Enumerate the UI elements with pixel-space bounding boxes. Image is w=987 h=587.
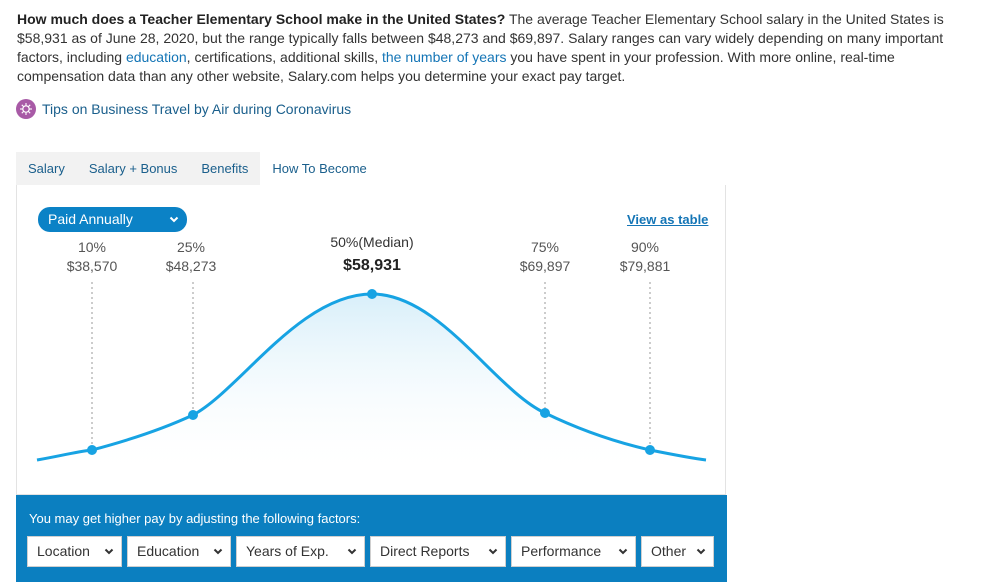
tips-link[interactable]: Tips on Business Travel by Air during Co… bbox=[16, 99, 351, 119]
salary-tabs: Salary Salary + Bonus Benefits How To Be… bbox=[16, 152, 379, 185]
p10-point bbox=[87, 445, 97, 455]
percentile-90: 90% $79,881 bbox=[605, 238, 685, 276]
chevron-down-icon bbox=[488, 537, 498, 576]
p25-point bbox=[188, 410, 198, 420]
percentile-75: 75% $69,897 bbox=[505, 238, 585, 276]
percentile-90-value: $79,881 bbox=[619, 258, 671, 274]
virus-icon bbox=[16, 99, 36, 119]
education-select[interactable]: Education bbox=[127, 536, 231, 567]
curve-fill bbox=[37, 294, 706, 470]
location-select-label: Location bbox=[37, 543, 90, 559]
chevron-down-icon bbox=[104, 537, 114, 576]
percentile-90-label: 90% bbox=[630, 239, 660, 255]
percentile-10-label: 10% bbox=[77, 239, 107, 255]
salary-intro: How much does a Teacher Elementary Schoo… bbox=[17, 10, 957, 86]
percentile-50-label: 50%(Median) bbox=[330, 234, 414, 250]
intro-text-b: , certifications, additional skills, bbox=[186, 49, 382, 65]
direct-reports-select-label: Direct Reports bbox=[380, 543, 470, 559]
tab-salary[interactable]: Salary bbox=[16, 152, 77, 185]
percentile-10: 10% $38,570 bbox=[52, 238, 132, 276]
chevron-down-icon bbox=[169, 207, 179, 240]
p75-point bbox=[540, 408, 550, 418]
percentile-guides bbox=[91, 282, 651, 450]
years-of-exp-select[interactable]: Years of Exp. bbox=[236, 536, 365, 567]
pay-period-select[interactable]: Paid Annually bbox=[38, 207, 187, 232]
chevron-down-icon bbox=[696, 537, 706, 576]
direct-reports-select[interactable]: Direct Reports bbox=[370, 536, 506, 567]
education-select-label: Education bbox=[137, 543, 200, 559]
intro-question: How much does a Teacher Elementary Schoo… bbox=[17, 11, 506, 27]
percentile-25-label: 25% bbox=[176, 239, 206, 255]
percentile-75-label: 75% bbox=[530, 239, 560, 255]
intro-text-a: The average Teacher Elementary School sa… bbox=[17, 11, 944, 65]
percentile-10-value: $38,570 bbox=[66, 258, 118, 274]
tab-benefits[interactable]: Benefits bbox=[189, 152, 261, 185]
intro-text-c: you have spent in your profession. With … bbox=[17, 49, 895, 84]
chevron-down-icon bbox=[618, 537, 628, 576]
location-select[interactable]: Location bbox=[27, 536, 122, 567]
percentile-50: 50%(Median) $58,931 bbox=[312, 233, 432, 275]
factors-message: You may get higher pay by adjusting the … bbox=[29, 511, 361, 526]
p90-point bbox=[645, 445, 655, 455]
percentile-25: 25% $48,273 bbox=[151, 238, 231, 276]
tips-label: Tips on Business Travel by Air during Co… bbox=[42, 101, 352, 117]
other-select[interactable]: Other bbox=[641, 536, 714, 567]
pay-period-label: Paid Annually bbox=[48, 211, 133, 227]
tab-how-to-become[interactable]: How To Become bbox=[260, 152, 379, 185]
view-as-table-link[interactable]: View as table bbox=[627, 212, 709, 227]
tab-salary-bonus[interactable]: Salary + Bonus bbox=[76, 152, 190, 185]
pay-factors-panel: You may get higher pay by adjusting the … bbox=[16, 495, 727, 582]
performance-select-label: Performance bbox=[521, 543, 602, 559]
percentile-25-value: $48,273 bbox=[165, 258, 217, 274]
p50-point bbox=[367, 289, 377, 299]
other-select-label: Other bbox=[651, 543, 687, 559]
chevron-down-icon bbox=[347, 537, 357, 576]
percentile-50-value: $58,931 bbox=[343, 257, 401, 274]
performance-select[interactable]: Performance bbox=[511, 536, 636, 567]
years-of-exp-select-label: Years of Exp. bbox=[246, 543, 329, 559]
years-link[interactable]: the number of years bbox=[381, 49, 507, 65]
percentile-75-value: $69,897 bbox=[519, 258, 571, 274]
education-link[interactable]: education bbox=[125, 49, 187, 65]
chevron-down-icon bbox=[213, 537, 223, 576]
